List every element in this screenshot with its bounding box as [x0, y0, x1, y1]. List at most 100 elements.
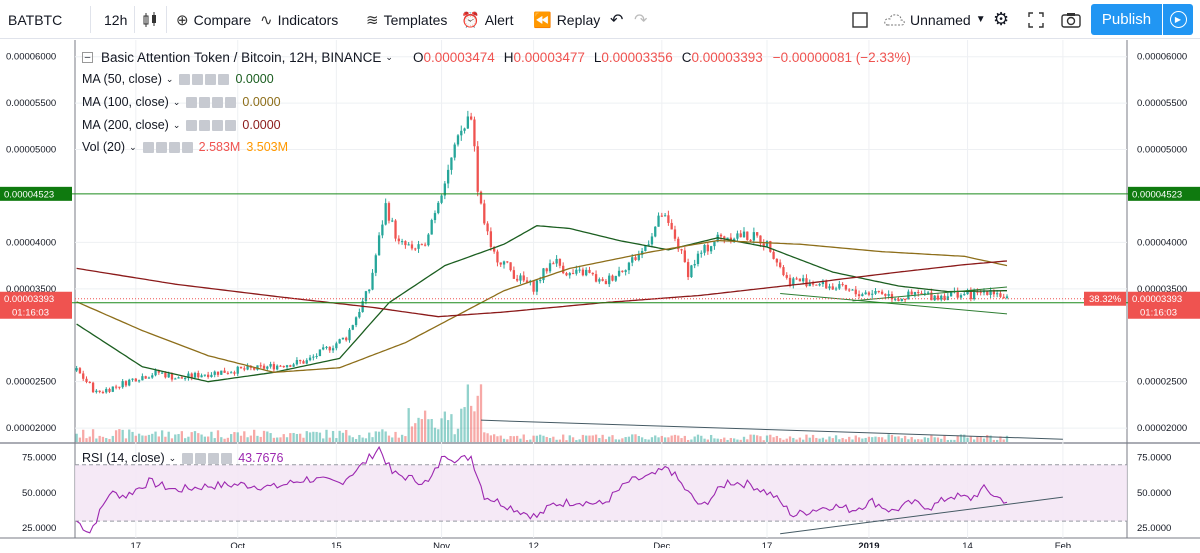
volume-bar: [963, 434, 966, 442]
volume-bar: [568, 435, 571, 442]
volume-bar: [427, 419, 430, 442]
open-label: O: [412, 50, 424, 65]
volume-bar: [552, 436, 555, 442]
alert-button[interactable]: ⏰ Alert: [461, 0, 513, 39]
chart-canvas[interactable]: 0.00006000 0.00006000 0.00005500 0.00005500…: [0, 40, 1200, 552]
volume-bar: [601, 434, 604, 442]
select-box-button[interactable]: [852, 0, 868, 39]
volume-bar: [979, 436, 982, 442]
collapse-icon[interactable]: –: [82, 52, 93, 63]
candle-body: [371, 272, 374, 290]
time-tick: Nov: [433, 541, 450, 548]
publish-button[interactable]: Publish: [1091, 4, 1162, 35]
candle-body: [903, 298, 907, 300]
candle-body: [154, 370, 157, 376]
ma50-legend[interactable]: MA (50, close) ⌄ 0.0000: [82, 72, 274, 86]
symbol-search[interactable]: BATBTC: [8, 0, 62, 39]
candle-body: [713, 241, 716, 247]
candle-body: [552, 263, 555, 265]
candle-body: [427, 234, 430, 246]
candle-body: [78, 368, 82, 374]
candle-body: [88, 382, 91, 384]
candle-body: [535, 280, 539, 292]
undo-button[interactable]: ↶: [610, 0, 623, 39]
candle-body: [354, 317, 358, 326]
volume-bar: [585, 435, 588, 442]
volume-bar: [723, 437, 726, 442]
volume-bar: [811, 434, 815, 442]
ma200-legend[interactable]: MA (200, close) ⌄ 0.0000: [82, 118, 281, 132]
volume-bar: [180, 431, 183, 442]
candle-body: [749, 239, 752, 241]
time-tick: Feb: [1055, 541, 1071, 548]
candle-body: [493, 246, 496, 252]
settings-button[interactable]: ⚙: [993, 0, 1009, 39]
indicators-button[interactable]: ∿ Indicators: [260, 0, 338, 39]
candle-body: [121, 381, 124, 388]
candle-body: [144, 376, 147, 379]
volume-bar: [509, 436, 512, 442]
volume-bar: [545, 436, 548, 442]
volume-bar: [506, 439, 509, 442]
volume-bar: [1005, 435, 1009, 442]
compare-button[interactable]: ⊕ Compare: [176, 0, 251, 39]
publish-menu-button[interactable]: ▶: [1163, 4, 1193, 35]
volume-bar: [243, 431, 246, 442]
layout-name-button[interactable]: Unnamed ▼: [884, 0, 986, 39]
trend-line: [852, 286, 1008, 302]
legend-buttons[interactable]: [179, 73, 231, 85]
volume-bar: [233, 432, 236, 442]
volume-bar: [989, 435, 992, 442]
candle-body: [170, 373, 174, 380]
volume-bar: [654, 435, 657, 442]
candle-body: [525, 280, 529, 283]
volume-bar: [417, 417, 420, 442]
chart-style-button[interactable]: [143, 0, 157, 39]
candle-body: [499, 262, 502, 265]
volume-bar: [499, 435, 502, 442]
ma100-legend[interactable]: MA (100, close) ⌄ 0.0000: [82, 95, 281, 109]
volume-bar: [453, 434, 456, 442]
publish-label: Publish: [1101, 11, 1152, 28]
volume-bar: [249, 435, 253, 442]
volume-bar: [460, 408, 463, 442]
chevron-down-icon[interactable]: ⌄: [385, 52, 393, 62]
grid: [0, 40, 1200, 539]
candle-body: [279, 365, 282, 367]
volume-bar: [749, 434, 752, 442]
candle-body: [943, 295, 946, 301]
legend-buttons[interactable]: [186, 96, 238, 108]
interval-button[interactable]: 12h: [104, 0, 127, 39]
current-price-label: 0.00003393: [4, 294, 54, 305]
volume-bar: [351, 437, 354, 442]
ma200-value: 0.0000: [242, 118, 281, 132]
replay-button[interactable]: ⏪ Replay: [533, 0, 600, 39]
volume-bar: [108, 438, 111, 442]
volume-bar: [1002, 439, 1005, 442]
candle-body: [594, 274, 598, 282]
volume-bar: [532, 435, 535, 442]
snapshot-button[interactable]: [1061, 0, 1081, 39]
legend-buttons[interactable]: [182, 452, 234, 464]
time-tick: 17: [131, 541, 142, 548]
current-price-label: 0.00003393: [1132, 294, 1182, 305]
volume-bar: [516, 435, 519, 442]
legend-buttons[interactable]: [142, 141, 195, 153]
candle-body: [631, 257, 634, 263]
chart-area[interactable]: 0.00006000 0.00006000 0.00005500 0.00005500…: [0, 40, 1200, 552]
volume-bar: [98, 435, 101, 442]
volume-bar: [239, 435, 243, 442]
volume-bar: [644, 439, 647, 442]
indicators-label: Indicators: [277, 11, 339, 28]
candle-body: [312, 356, 315, 358]
rsi-legend[interactable]: RSI (14, close) ⌄ 43.7676: [82, 451, 283, 465]
volume-bar: [308, 432, 312, 442]
templates-button[interactable]: ≋ Templates: [366, 0, 447, 39]
legend-buttons[interactable]: [186, 119, 238, 131]
fullscreen-button[interactable]: [1028, 0, 1044, 39]
redo-button[interactable]: ↷: [634, 0, 647, 39]
volume-legend[interactable]: Vol (20) ⌄ 2.583M 3.503M: [82, 140, 288, 154]
candle-body: [923, 293, 926, 295]
series-title[interactable]: Basic Attention Token / Bitcoin, 12H, BI…: [101, 50, 382, 65]
volume-bar: [706, 439, 709, 442]
